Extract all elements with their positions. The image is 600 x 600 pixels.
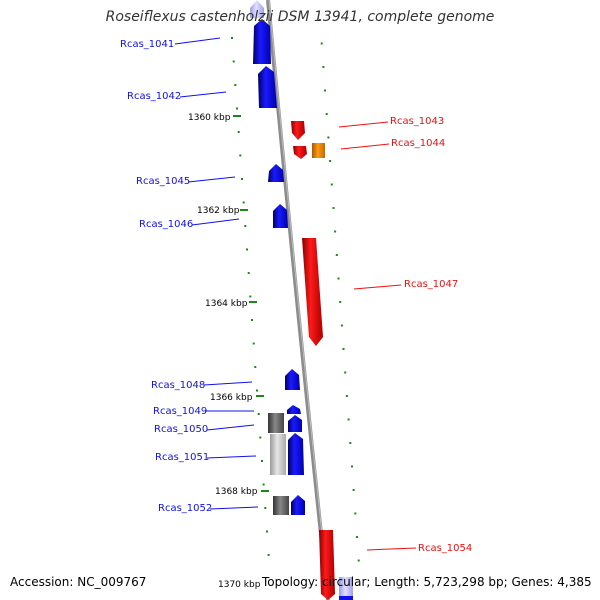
grey-feature[interactable]: [268, 413, 284, 433]
leader-line: [353, 284, 402, 290]
light-grey-feature[interactable]: [270, 434, 286, 475]
leader-line: [174, 37, 221, 45]
leader-line: [206, 424, 255, 431]
leader-line: [338, 121, 389, 128]
leader-line: [206, 455, 257, 459]
gene-rcas-1048[interactable]: [285, 369, 300, 390]
gene-rcas-1045[interactable]: [268, 164, 284, 182]
gene-rcas-1054[interactable]: [319, 530, 335, 600]
gene-rcas-1044[interactable]: [312, 143, 325, 158]
organism-name: Roseiflexus castenholzii DSM 13941: [105, 9, 359, 25]
leader-line: [340, 143, 390, 150]
gene-label-rcas-1054[interactable]: Rcas_1054: [418, 543, 472, 554]
gene-label-rcas-1048[interactable]: Rcas_1048: [151, 380, 205, 391]
gene-feature-faded[interactable]: [250, 0, 264, 18]
chromosome-backbone: [266, 0, 330, 600]
gene-feature-blue-edge: [339, 596, 353, 600]
gene-rcas-1049[interactable]: [287, 405, 301, 414]
leader-line: [209, 506, 259, 510]
leader-line: [366, 547, 417, 551]
gene-label-rcas-1047[interactable]: Rcas_1047: [404, 279, 458, 290]
map-title: Roseiflexus castenholzii DSM 13941, comp…: [0, 9, 600, 25]
ruler: 1360 kbp 1362 kbp 1364 kbp 1366 kbp 1368…: [188, 113, 269, 590]
leader-line: [179, 91, 227, 98]
chromosome-backbone-highlight: [268, 0, 330, 600]
ruler-label: 1364 kbp: [205, 299, 248, 309]
grey-feature[interactable]: [273, 496, 289, 515]
ruler-label: 1362 kbp: [197, 206, 240, 216]
features: [250, 0, 353, 600]
gene-rcas-1047[interactable]: [302, 238, 323, 346]
leader-line: [187, 176, 236, 183]
gene-rcas-1043[interactable]: [291, 121, 305, 140]
tick-marks: [231, 19, 360, 562]
gene-rcas-1052[interactable]: [291, 495, 305, 515]
gene-label-rcas-1046[interactable]: Rcas_1046: [139, 219, 193, 230]
gene-feature-faded-blue[interactable]: [339, 577, 353, 600]
gene-rcas-1042[interactable]: [258, 66, 277, 108]
gene-rcas-1050[interactable]: [288, 415, 302, 432]
gene-rcas-1041[interactable]: [253, 19, 271, 64]
leader-line: [191, 218, 240, 226]
gene-label-rcas-1049[interactable]: Rcas_1049: [153, 406, 207, 417]
ruler-label: 1370 kbp: [218, 580, 261, 590]
ruler-label: 1360 kbp: [188, 113, 231, 123]
ruler-label: 1366 kbp: [210, 393, 253, 403]
gene-labels: Rcas_1041 Rcas_1042 Rcas_1043 Rcas_1044 …: [120, 37, 472, 554]
ruler-label: 1368 kbp: [215, 487, 258, 497]
gene-label-rcas-1050[interactable]: Rcas_1050: [154, 424, 208, 435]
gene-label-rcas-1044[interactable]: Rcas_1044: [391, 138, 445, 149]
gene-label-rcas-1043[interactable]: Rcas_1043: [390, 116, 444, 127]
gene-label-rcas-1042[interactable]: Rcas_1042: [127, 91, 181, 102]
gene-rcas-1051[interactable]: [288, 433, 304, 475]
title-suffix: , complete genome: [358, 9, 495, 25]
gene-label-rcas-1051[interactable]: Rcas_1051: [155, 452, 209, 463]
leader-line: [203, 381, 253, 386]
gene-label-rcas-1041[interactable]: Rcas_1041: [120, 39, 174, 50]
gene-label-rcas-1045[interactable]: Rcas_1045: [136, 176, 190, 187]
genome-summary: Topology: circular; Length: 5,723,298 bp…: [262, 575, 592, 589]
accession-label: Accession: NC_009767: [10, 575, 147, 589]
gene-label-rcas-1052[interactable]: Rcas_1052: [158, 503, 212, 514]
gene-rcas-1046[interactable]: [273, 204, 288, 228]
gene-rcas-1044-red[interactable]: [293, 146, 307, 159]
